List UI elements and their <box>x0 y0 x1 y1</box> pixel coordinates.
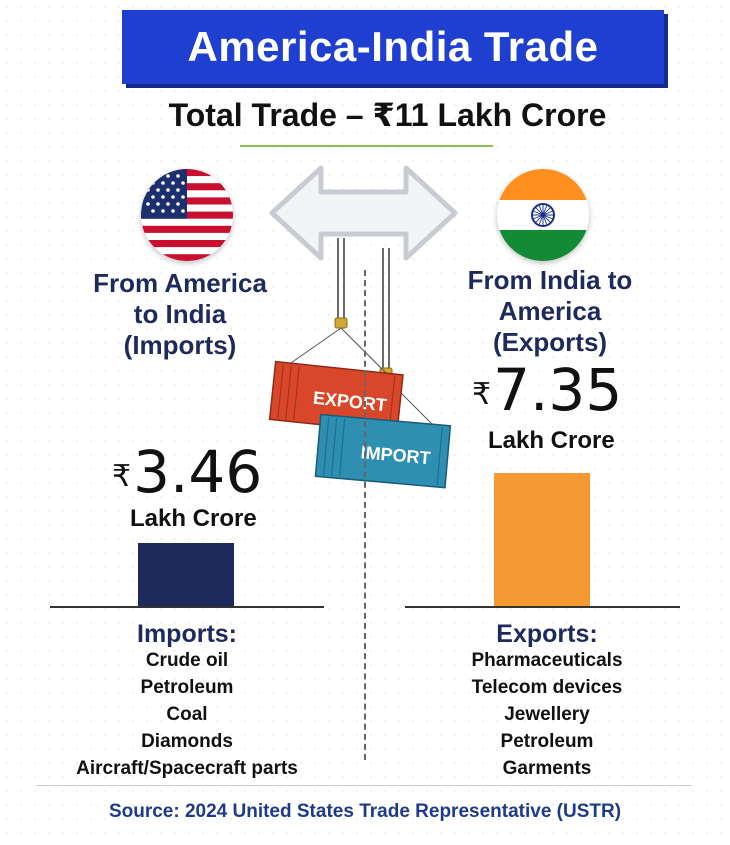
imports-value-label: ₹3.46 <box>112 442 262 507</box>
list-item: Petroleum <box>500 731 594 752</box>
list-item: Pharmaceuticals <box>471 650 623 671</box>
imports-heading-line: to India <box>133 299 227 329</box>
list-item: Jewellery <box>504 704 590 725</box>
list-item: Diamonds <box>141 731 233 752</box>
center-divider <box>364 270 366 760</box>
exports-list: Pharmaceuticals Telecom devices Jeweller… <box>397 647 697 782</box>
exports-value: 7.35 <box>493 356 623 424</box>
exports-bar <box>494 473 590 606</box>
exports-list-title: Exports: <box>496 620 598 648</box>
import-container: IMPORT <box>314 413 452 489</box>
india-flag-icon <box>497 169 589 261</box>
footer-divider <box>36 785 692 786</box>
imports-heading: From America to India (Imports) <box>60 268 300 361</box>
list-item: Aircraft/Spacecraft parts <box>76 758 298 779</box>
exports-heading-line: (Exports) <box>492 327 608 357</box>
double-arrow-icon <box>269 165 458 261</box>
exports-heading-line: America <box>498 296 602 326</box>
crane-cables <box>337 238 390 372</box>
list-item: Petroleum <box>140 677 234 698</box>
subtitle-underline <box>240 145 493 147</box>
exports-heading: From India to America (Exports) <box>430 265 670 358</box>
export-container: EXPORT <box>268 360 404 434</box>
list-item: Garments <box>502 758 592 779</box>
imports-heading-line: From America <box>93 268 267 298</box>
imports-list: Crude oil Petroleum Coal Diamonds Aircra… <box>37 647 337 782</box>
imports-unit: Lakh Crore <box>130 505 257 532</box>
imports-list-title: Imports: <box>137 620 237 648</box>
list-item: Telecom devices <box>471 677 623 698</box>
imports-heading-line: (Imports) <box>123 330 237 360</box>
us-flag-icon <box>141 169 233 261</box>
exports-value-label: ₹7.35 <box>472 360 622 425</box>
list-item: Crude oil <box>145 650 229 671</box>
rupee-symbol: ₹ <box>472 377 492 412</box>
list-item: Coal <box>166 704 208 725</box>
exports-heading-line: From India to <box>467 265 633 295</box>
source-note: Source: 2024 United States Trade Represe… <box>108 801 622 822</box>
imports-baseline <box>50 606 324 608</box>
exports-baseline <box>405 606 680 608</box>
page-title: America-India Trade <box>187 23 599 70</box>
imports-value: 3.46 <box>133 438 263 506</box>
rupee-symbol: ₹ <box>112 459 132 494</box>
exports-unit: Lakh Crore <box>488 427 615 454</box>
title-banner: America-India Trade <box>122 10 664 84</box>
chart-subtitle: Total Trade – ₹11 Lakh Crore <box>168 97 607 133</box>
imports-bar <box>138 543 234 606</box>
